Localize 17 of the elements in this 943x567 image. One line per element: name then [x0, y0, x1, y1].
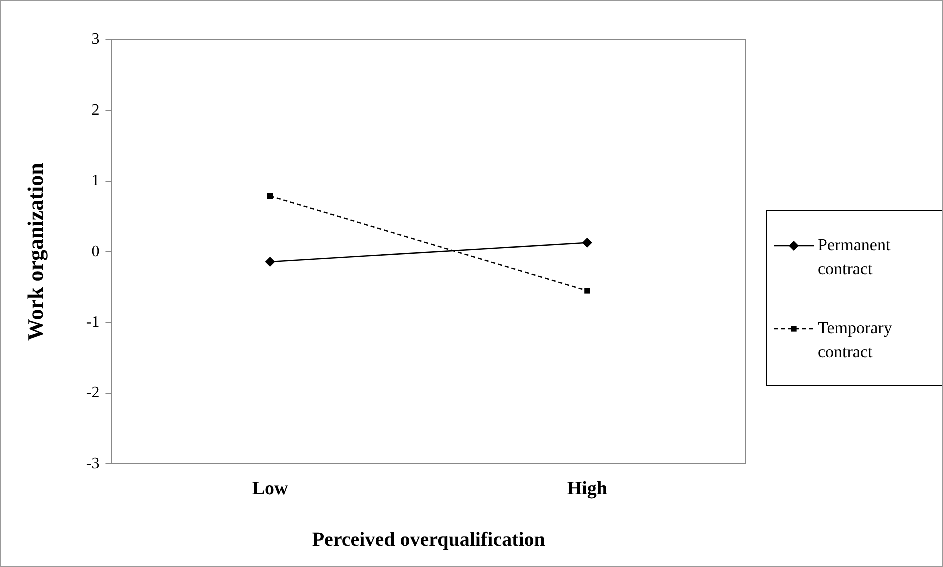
legend-label: Temporary contract — [818, 318, 893, 362]
legend-label: Permanent contract — [818, 235, 891, 278]
y-tick-label: 0 — [92, 243, 100, 260]
x-tick-label: High — [567, 478, 608, 500]
point — [582, 238, 592, 248]
y-tick-label: 2 — [92, 102, 100, 119]
y-tick-label: -1 — [86, 314, 100, 332]
x-axis-title: Perceived overqualification — [312, 529, 546, 552]
y-tick-label: -2 — [86, 384, 100, 402]
point — [265, 257, 276, 267]
point — [584, 288, 590, 294]
y-tick-label: 3 — [92, 31, 100, 48]
y-tick-label: -3 — [86, 455, 100, 472]
x-tick-label: Low — [252, 478, 289, 500]
point — [267, 193, 274, 200]
y-tick-label: 1 — [92, 172, 100, 190]
y-axis-title: Work organization — [22, 163, 48, 342]
